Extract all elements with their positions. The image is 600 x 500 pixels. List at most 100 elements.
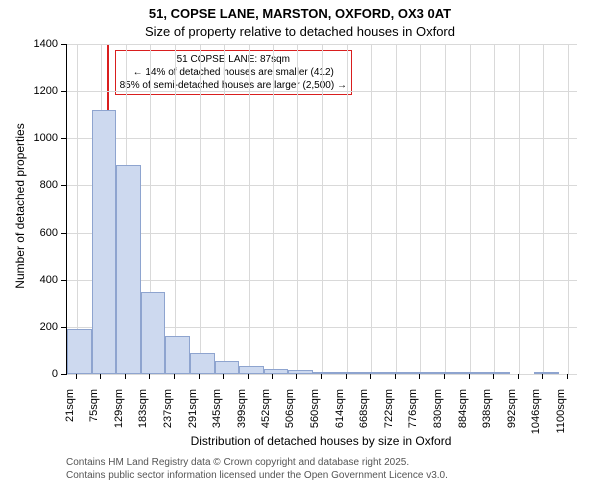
histogram-bar	[67, 329, 92, 374]
gridline-vertical	[322, 44, 323, 374]
histogram-bar	[460, 372, 485, 374]
chart-container: 51, COPSE LANE, MARSTON, OXFORD, OX3 0AT…	[0, 0, 600, 500]
gridline-vertical	[568, 44, 569, 374]
xtick-label: 237sqm	[162, 389, 174, 439]
gridline-vertical	[297, 44, 298, 374]
xtick-label: 21sqm	[64, 389, 76, 439]
ytick-mark	[61, 374, 66, 375]
xtick-mark	[174, 374, 175, 379]
xtick-label: 75sqm	[88, 389, 100, 439]
gridline-vertical	[249, 44, 250, 374]
xtick-mark	[395, 374, 396, 379]
gridline-horizontal	[67, 374, 577, 375]
histogram-bar	[264, 369, 289, 374]
ytick-label: 1000	[26, 132, 58, 144]
ytick-mark	[61, 138, 66, 139]
gridline-vertical	[396, 44, 397, 374]
ytick-label: 400	[26, 274, 58, 286]
ytick-mark	[61, 91, 66, 92]
footer-attribution: Contains HM Land Registry data © Crown c…	[66, 456, 448, 482]
histogram-bar	[436, 372, 461, 374]
xtick-label: 614sqm	[334, 389, 346, 439]
xtick-label: 830sqm	[432, 389, 444, 439]
xtick-mark	[444, 374, 445, 379]
xtick-mark	[469, 374, 470, 379]
histogram-bar	[387, 372, 412, 374]
xtick-label: 992sqm	[506, 389, 518, 439]
xtick-label: 722sqm	[383, 389, 395, 439]
ytick-label: 800	[26, 179, 58, 191]
xtick-mark	[76, 374, 77, 379]
ytick-label: 600	[26, 227, 58, 239]
ytick-mark	[61, 44, 66, 45]
gridline-vertical	[273, 44, 274, 374]
histogram-bar	[313, 372, 338, 374]
gridline-vertical	[371, 44, 372, 374]
gridline-vertical	[77, 44, 78, 374]
ytick-mark	[61, 185, 66, 186]
histogram-bar	[485, 372, 510, 374]
xtick-label: 884sqm	[457, 389, 469, 439]
xtick-label: 776sqm	[407, 389, 419, 439]
xtick-label: 668sqm	[358, 389, 370, 439]
xtick-mark	[149, 374, 150, 379]
gridline-vertical	[543, 44, 544, 374]
xtick-mark	[346, 374, 347, 379]
footer-line2: Contains public sector information licen…	[66, 469, 448, 482]
gridline-vertical	[200, 44, 201, 374]
xtick-mark	[272, 374, 273, 379]
gridline-vertical	[494, 44, 495, 374]
ytick-label: 1400	[26, 38, 58, 50]
gridline-vertical	[519, 44, 520, 374]
gridline-vertical	[445, 44, 446, 374]
ytick-label: 1200	[26, 85, 58, 97]
xtick-mark	[419, 374, 420, 379]
xtick-mark	[567, 374, 568, 379]
gridline-vertical	[470, 44, 471, 374]
gridline-vertical	[224, 44, 225, 374]
xtick-label: 183sqm	[137, 389, 149, 439]
ytick-label: 200	[26, 321, 58, 333]
histogram-bar	[288, 370, 313, 374]
xtick-label: 560sqm	[309, 389, 321, 439]
xtick-label: 345sqm	[211, 389, 223, 439]
xtick-label: 938sqm	[481, 389, 493, 439]
ytick-mark	[61, 280, 66, 281]
xtick-mark	[542, 374, 543, 379]
histogram-bar	[411, 372, 436, 374]
y-axis-label: Number of detached properties	[13, 106, 27, 306]
chart-title-line2: Size of property relative to detached ho…	[0, 24, 600, 39]
xtick-label: 1100sqm	[555, 389, 567, 439]
histogram-bar	[337, 372, 362, 374]
histogram-bar	[116, 165, 141, 374]
gridline-vertical	[175, 44, 176, 374]
xtick-label: 399sqm	[236, 389, 248, 439]
annotation-line3: 85% of semi-detached houses are larger (…	[120, 79, 347, 92]
xtick-mark	[100, 374, 101, 379]
xtick-mark	[248, 374, 249, 379]
gridline-vertical	[347, 44, 348, 374]
chart-title-line1: 51, COPSE LANE, MARSTON, OXFORD, OX3 0AT	[0, 6, 600, 21]
gridline-vertical	[420, 44, 421, 374]
xtick-mark	[296, 374, 297, 379]
footer-line1: Contains HM Land Registry data © Crown c…	[66, 456, 448, 469]
xtick-label: 291sqm	[187, 389, 199, 439]
histogram-bar	[362, 372, 387, 374]
xtick-label: 506sqm	[284, 389, 296, 439]
histogram-bar	[190, 353, 215, 374]
xtick-mark	[199, 374, 200, 379]
xtick-label: 1046sqm	[530, 389, 542, 439]
xtick-label: 452sqm	[260, 389, 272, 439]
histogram-bar	[215, 361, 240, 374]
plot-area: 51 COPSE LANE: 87sqm ← 14% of detached h…	[66, 44, 577, 375]
histogram-bar	[239, 366, 264, 374]
xtick-mark	[223, 374, 224, 379]
ytick-label: 0	[26, 368, 58, 380]
annotation-line2: ← 14% of detached houses are smaller (41…	[120, 66, 347, 79]
xtick-mark	[493, 374, 494, 379]
xtick-mark	[370, 374, 371, 379]
xtick-mark	[125, 374, 126, 379]
xtick-mark	[321, 374, 322, 379]
histogram-bar	[165, 336, 190, 374]
ytick-mark	[61, 233, 66, 234]
